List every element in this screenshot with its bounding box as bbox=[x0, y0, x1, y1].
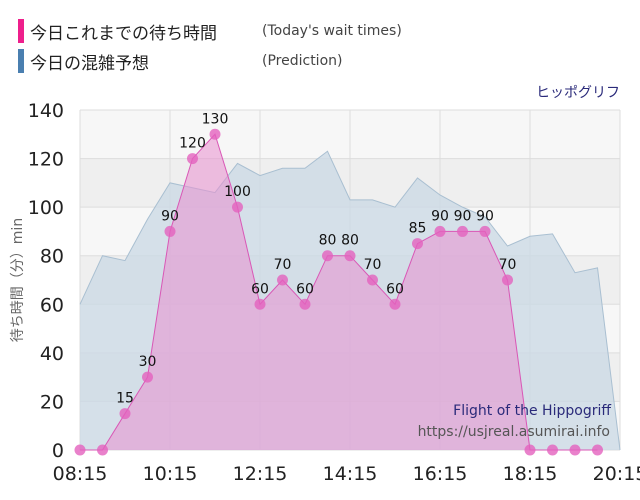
data-label: 120 bbox=[179, 136, 206, 152]
actual-marker bbox=[502, 274, 513, 286]
data-label: 90 bbox=[476, 208, 494, 224]
data-label: 60 bbox=[251, 281, 269, 297]
legend-item-prediction: 今日の混雑予想 (Prediction) bbox=[18, 48, 342, 74]
data-label: 30 bbox=[139, 354, 157, 370]
actual-markers bbox=[74, 128, 603, 456]
legend-swatch-actual bbox=[18, 19, 24, 43]
x-tick-label: 14:15 bbox=[323, 463, 378, 485]
annotation-source-url: https://usjreal.asumirai.info bbox=[418, 424, 610, 440]
actual-marker bbox=[187, 153, 198, 165]
actual-area bbox=[80, 134, 598, 451]
actual-marker bbox=[322, 250, 333, 262]
actual-marker bbox=[119, 408, 131, 420]
data-label: 130 bbox=[202, 111, 229, 127]
actual-marker bbox=[209, 128, 221, 140]
y-tick-label: 20 bbox=[40, 391, 64, 413]
actual-marker bbox=[97, 444, 108, 456]
data-label: 60 bbox=[296, 281, 314, 297]
y-tick-label: 100 bbox=[28, 197, 64, 219]
data-label: 80 bbox=[341, 233, 359, 249]
data-label: 90 bbox=[161, 208, 179, 224]
legend-label-prediction-jp: 今日の混雑予想 bbox=[30, 53, 149, 74]
actual-marker bbox=[524, 444, 536, 456]
actual-marker bbox=[389, 298, 401, 310]
actual-marker bbox=[277, 274, 288, 286]
data-label: 100 bbox=[224, 184, 251, 200]
x-tick-label: 10:15 bbox=[143, 463, 198, 485]
y-tick-label: 60 bbox=[40, 294, 64, 316]
actual-marker bbox=[344, 250, 356, 262]
data-label: 85 bbox=[409, 221, 427, 237]
legend-label-actual-jp: 今日これまでの待ち時間 bbox=[30, 23, 217, 44]
actual-line bbox=[80, 133, 598, 451]
actual-marker bbox=[569, 444, 581, 456]
y-tick-label: 40 bbox=[40, 343, 64, 365]
y-tick-label: 80 bbox=[40, 246, 64, 268]
actual-marker bbox=[254, 298, 266, 310]
y-tick-label: 120 bbox=[28, 149, 64, 171]
data-label: 60 bbox=[386, 281, 404, 297]
x-tick-label: 12:15 bbox=[233, 463, 288, 485]
data-label: 70 bbox=[274, 257, 292, 273]
actual-marker bbox=[547, 444, 558, 456]
legend-label-actual-en: (Today's wait times) bbox=[262, 23, 402, 39]
actual-marker bbox=[434, 225, 446, 237]
annotation-ride-name: Flight of the Hippogriff bbox=[453, 403, 611, 419]
x-tick-label: 20:15 bbox=[593, 463, 640, 485]
data-label: 15 bbox=[116, 391, 134, 407]
actual-marker bbox=[299, 298, 311, 310]
actual-marker bbox=[457, 225, 468, 237]
actual-marker bbox=[412, 238, 423, 250]
x-tick-label: 18:15 bbox=[503, 463, 558, 485]
actual-marker bbox=[232, 201, 243, 213]
data-label: 90 bbox=[431, 208, 449, 224]
chart-title: ヒッポグリフ bbox=[536, 85, 620, 101]
actual-marker bbox=[164, 225, 176, 237]
legend-swatch-prediction bbox=[18, 49, 24, 73]
y-axis-label: 待ち時間（分）min bbox=[10, 218, 26, 342]
x-tick-label: 08:15 bbox=[53, 463, 108, 485]
actual-marker bbox=[592, 444, 603, 456]
actual-marker bbox=[367, 274, 378, 286]
data-label: 80 bbox=[319, 233, 337, 249]
axes: 0 20 40 60 80 100 120 140 08:15 10:15 12:15 14:15 16… bbox=[28, 100, 640, 485]
data-label: 70 bbox=[364, 257, 382, 273]
legend-item-actual: 今日これまでの待ち時間 (Today's wait times) bbox=[18, 18, 402, 44]
actual-marker bbox=[479, 225, 491, 237]
x-tick-label: 16:15 bbox=[413, 463, 468, 485]
actual-marker bbox=[142, 371, 153, 383]
legend-label-prediction-en: (Prediction) bbox=[262, 53, 343, 69]
actual-marker bbox=[74, 444, 86, 456]
y-tick-label: 140 bbox=[28, 100, 64, 122]
actual-series bbox=[80, 133, 598, 451]
y-tick-label: 0 bbox=[52, 440, 64, 462]
data-label: 90 bbox=[454, 208, 472, 224]
prediction-line bbox=[79, 150, 621, 451]
data-label: 70 bbox=[499, 257, 517, 273]
